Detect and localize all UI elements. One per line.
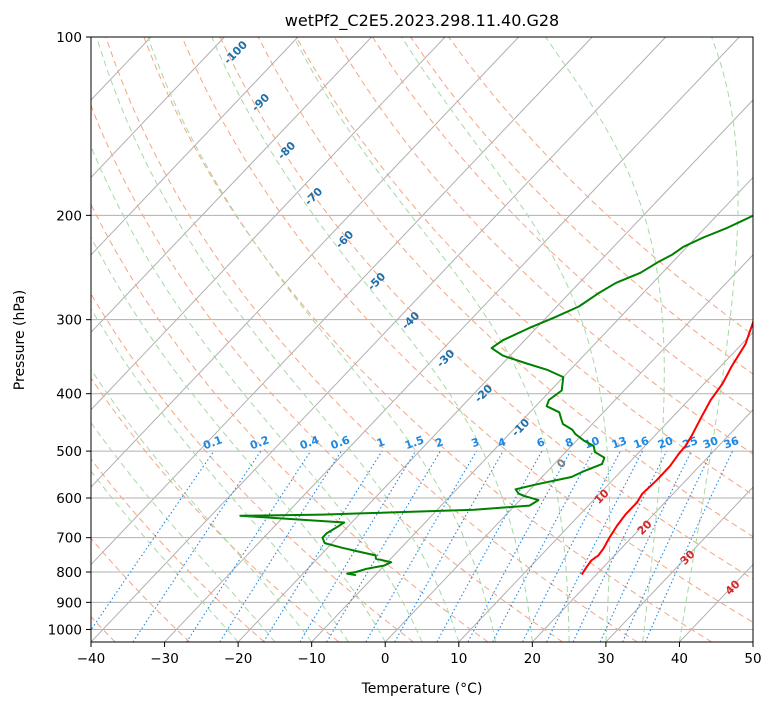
isotherm-line [384, 254, 753, 642]
mixing-ratio-label: 8 [563, 435, 575, 450]
x-tick-label: −30 [150, 651, 179, 667]
x-tick-label: 20 [524, 651, 541, 667]
dry-adiabat [91, 458, 265, 642]
isotherm-line [91, 37, 299, 256]
moist-adiabat [211, 37, 533, 642]
chart-title: wetPf2_C2E5.2023.298.11.40.G28 [285, 11, 559, 31]
x-tick-label: −20 [224, 651, 253, 667]
dry-adiabat [91, 292, 414, 642]
mixing-ratio-lines [91, 450, 734, 642]
moist-adiabat [91, 470, 239, 642]
moist-adiabat [91, 145, 423, 642]
y-tick-label: 200 [56, 208, 82, 224]
y-tick-label: 400 [56, 387, 82, 403]
mixing-ratio-line [132, 450, 262, 642]
isotherm-line [91, 37, 520, 488]
mixing-ratio-label: 20 [656, 434, 675, 452]
y-tick-label: 1000 [48, 622, 82, 638]
mixing-ratio-label: 1 [375, 435, 387, 450]
isotherm-line [237, 99, 753, 642]
mixing-ratio-label: 0.2 [248, 433, 271, 452]
mixing-ratio-label: 10 [583, 434, 602, 452]
dry-adiabat [333, 37, 753, 455]
mixing-ratio-label: 0.4 [298, 433, 321, 452]
sounding-series [239, 214, 753, 577]
x-axis-title: Temperature (°C) [361, 681, 483, 697]
isotherm-line [91, 37, 225, 179]
moist-adiabat [678, 37, 739, 642]
x-tick-label: 40 [671, 651, 688, 667]
moist-adiabat [91, 236, 386, 642]
mixing-ratio-label: 6 [535, 435, 547, 450]
y-tick-label: 800 [56, 565, 82, 581]
dry-adiabat [257, 37, 753, 538]
mixing-ratio-line [572, 450, 668, 642]
mixing-ratio-line [467, 450, 571, 642]
x-tick-label: −10 [297, 651, 326, 667]
isotherm-line [531, 408, 753, 642]
mixing-ratio-line [299, 450, 417, 642]
x-tick-label: 10 [450, 651, 467, 667]
moist-adiabat [293, 37, 570, 642]
mixing-ratio-label: 3 [470, 435, 482, 450]
mixing-ratio-label: 0.6 [329, 433, 352, 452]
x-tick-label: 0 [381, 651, 390, 667]
y-tick-label: 500 [56, 444, 82, 460]
moist-adiabat [401, 37, 611, 642]
dewpoint-line [239, 214, 753, 577]
mixing-ratio-label: 16 [632, 434, 651, 452]
mixing-ratio-line [546, 450, 643, 642]
y-tick-label: 900 [56, 595, 82, 611]
isotherm-line [605, 486, 753, 642]
dry-adiabat [295, 37, 753, 496]
dry-adiabat [219, 37, 753, 580]
y-axis-title: Pressure (hPa) [12, 290, 28, 390]
mixing-ratio-label: 30 [701, 434, 720, 452]
y-tick-label: 300 [56, 313, 82, 329]
dry-adiabat [181, 37, 753, 623]
mixing-ratio-label: 13 [610, 434, 629, 451]
mixing-ratio-label: 36 [722, 434, 741, 452]
dry-adiabat [91, 537, 191, 642]
isotherm-line [91, 37, 593, 566]
isotherm-line [91, 37, 446, 411]
mixing-ratio-line [394, 450, 504, 642]
mixing-ratio-label: 2 [433, 435, 445, 450]
temperature-line [580, 319, 753, 576]
moist-adiabat [91, 307, 349, 642]
dry-adiabat [448, 37, 753, 336]
dry-adiabat [105, 37, 638, 642]
dry-adiabat [143, 37, 713, 642]
moist-adiabat [96, 37, 460, 642]
mixing-ratio-line [186, 450, 312, 642]
isotherm-line [164, 37, 740, 642]
mixing-ratio-line [91, 450, 215, 631]
mixing-ratio-line [219, 450, 342, 642]
dry-adiabat [91, 203, 489, 642]
y-tick-label: 600 [56, 491, 82, 507]
mixing-ratio-label: 1.5 [403, 433, 426, 452]
moist-adiabat [91, 421, 276, 642]
moist-adiabat [91, 368, 313, 642]
moist-adiabat [147, 37, 497, 642]
moist-adiabats [91, 37, 739, 642]
x-tick-label: 50 [744, 651, 761, 667]
x-tick-label: 30 [597, 651, 614, 667]
isotherm-line [91, 37, 372, 334]
plot-frame [90, 36, 754, 643]
moist-adiabat [545, 37, 665, 642]
x-tick-label: −40 [77, 651, 106, 667]
dry-adiabat [410, 37, 753, 375]
dry-adiabat [91, 104, 563, 642]
plot-area: 0.1 0.2 0.4 0.6 1 1.5 2 3 4 6 8 10 13 16 20 25 30 36-100-… [91, 37, 753, 642]
mixing-ratio-line [436, 450, 543, 642]
y-tick-label: 100 [56, 30, 82, 46]
mixing-ratio-label: 0.1 [201, 433, 224, 452]
axes: −40 −30 −20 −10 0 10 20 30 40 5010020030040050060… [48, 30, 762, 667]
y-tick-label: 700 [56, 531, 82, 547]
mixing-ratio-label: 4 [496, 435, 508, 450]
mixing-ratio-line [644, 450, 734, 642]
dry-adiabat [372, 37, 753, 415]
